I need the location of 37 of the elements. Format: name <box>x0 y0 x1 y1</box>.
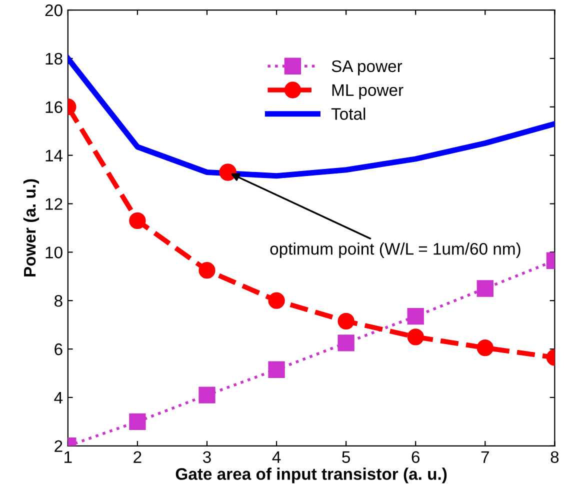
point <box>476 280 494 297</box>
x-axis-title: Gate area of input transistor (a. u.) <box>176 468 447 484</box>
y-tick-label: 4 <box>54 392 63 404</box>
y-tick-label: 14 <box>46 150 63 162</box>
point <box>129 212 146 230</box>
legend-label: ML power <box>332 84 404 100</box>
point <box>476 339 494 356</box>
legend-label: Total <box>331 108 366 120</box>
point <box>338 334 354 352</box>
x-tick-label: 2 <box>134 451 142 463</box>
x-tick-label: 5 <box>342 451 350 463</box>
y-tick-label: 10 <box>46 246 62 258</box>
x-tick-label: 3 <box>202 451 211 463</box>
point <box>129 413 146 430</box>
x-tick-label: 6 <box>412 451 420 463</box>
point <box>268 292 285 309</box>
y-tick-label: 8 <box>54 295 62 307</box>
y-tick-label: 6 <box>54 343 62 356</box>
x-tick-label: 4 <box>272 451 281 463</box>
y-tick-label: 16 <box>46 101 62 114</box>
y-tick-label: 12 <box>46 198 62 210</box>
x-tick-label: 1 <box>64 451 72 463</box>
point <box>407 308 424 325</box>
y-axis-title: Power (a. u.) <box>23 179 39 276</box>
point <box>198 386 216 404</box>
point <box>268 361 285 378</box>
y-tick-label: 20 <box>45 4 62 16</box>
point <box>338 312 354 330</box>
legend-label: SA power <box>332 60 402 76</box>
y-tick-label: 18 <box>46 52 62 65</box>
point <box>407 328 424 346</box>
y-tick-label: 2 <box>54 440 62 452</box>
point <box>198 262 216 279</box>
annotation: optimum point (W/L = 1um/60 nm) <box>270 242 520 258</box>
x-tick-label: 8 <box>550 451 559 463</box>
point <box>219 164 236 181</box>
x-tick-label: 7 <box>481 451 489 463</box>
